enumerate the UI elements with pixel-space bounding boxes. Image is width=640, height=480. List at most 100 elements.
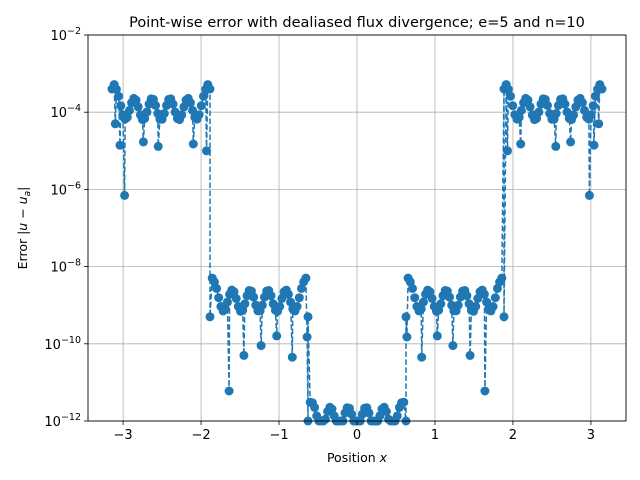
data-point — [159, 109, 169, 118]
data-point — [138, 137, 148, 147]
data-point — [453, 300, 463, 310]
data-point — [205, 312, 215, 322]
data-point — [488, 302, 498, 311]
data-point — [534, 107, 544, 117]
data-point — [490, 293, 500, 303]
data-point — [303, 312, 313, 322]
data-point — [294, 293, 304, 303]
data-point — [543, 100, 552, 110]
data-point — [584, 190, 594, 200]
data-point — [589, 140, 599, 150]
y-tick-label: 10−10 — [44, 335, 81, 353]
data-point — [571, 102, 581, 112]
data-point — [551, 109, 561, 118]
data-point — [110, 119, 120, 129]
data-point — [179, 102, 189, 112]
y-tick-label: 10−12 — [44, 412, 81, 430]
data-point — [287, 352, 297, 362]
data-point — [436, 299, 446, 309]
y-tick-label: 10−8 — [50, 258, 81, 276]
data-point — [503, 84, 513, 94]
data-point — [448, 341, 458, 351]
data-point — [590, 91, 600, 101]
data-point — [177, 110, 187, 120]
data-point — [580, 105, 589, 115]
data-point — [214, 293, 224, 303]
data-point — [188, 105, 198, 115]
x-tick-label: 1 — [431, 428, 439, 443]
data-point — [224, 386, 234, 396]
data-point — [239, 350, 249, 360]
data-point — [480, 386, 490, 396]
grid — [88, 34, 626, 422]
data-point — [416, 304, 426, 314]
data-point — [272, 331, 282, 341]
data-point — [202, 146, 211, 156]
y-tick-label: 10−2 — [50, 26, 81, 44]
data-point — [418, 297, 428, 307]
data-point — [120, 190, 130, 200]
data-point — [417, 352, 427, 362]
data-point — [508, 101, 518, 111]
x-tick-label: 3 — [587, 428, 595, 443]
data-point — [115, 140, 125, 150]
data-point — [212, 283, 222, 293]
data-point — [220, 304, 230, 314]
data-point — [256, 341, 266, 351]
data-point — [577, 98, 587, 108]
x-tick-label: −3 — [114, 428, 133, 443]
data-point — [133, 102, 143, 112]
data-point — [194, 110, 204, 120]
data-point — [114, 91, 124, 101]
data-point — [151, 100, 161, 110]
data-point — [153, 141, 163, 151]
data-point — [275, 302, 285, 311]
data-point — [410, 293, 420, 303]
data-point — [471, 302, 481, 311]
data-point — [286, 297, 296, 307]
data-point — [199, 91, 208, 101]
data-point — [116, 101, 126, 111]
data-point — [301, 273, 311, 283]
data-point — [427, 294, 437, 303]
data-point — [302, 332, 312, 342]
data-point — [310, 403, 320, 412]
data-point — [266, 291, 276, 301]
chart-title: Point-wise error with dealiased flux div… — [129, 15, 585, 31]
data-point — [131, 95, 141, 105]
data-point — [566, 137, 576, 147]
data-point — [497, 273, 507, 283]
data-point — [482, 297, 492, 307]
data-point — [506, 91, 515, 101]
data-point — [231, 294, 241, 303]
data-point — [205, 84, 215, 94]
data-point — [122, 112, 132, 122]
data-point — [168, 99, 178, 109]
data-point — [594, 119, 604, 129]
data-point — [392, 411, 402, 421]
data-point — [320, 414, 330, 424]
data-point — [560, 99, 570, 109]
data-point — [499, 312, 509, 322]
data-point — [364, 408, 374, 418]
data-point — [479, 289, 489, 299]
data-point — [432, 331, 442, 341]
axis-ticks: −3 −2 −1 0 1 2 3 10−12 10−10 10−8 10−6 10−4 10−2 — [44, 26, 595, 443]
x-tick-label: −1 — [269, 428, 288, 443]
data-point — [196, 101, 206, 111]
data-point — [381, 407, 391, 416]
data-point — [111, 84, 121, 94]
x-tick-label: 0 — [353, 428, 361, 443]
y-tick-label: 10−4 — [50, 103, 81, 121]
y-axis-label: Error |u − ua| — [15, 187, 33, 270]
data-point — [516, 139, 526, 149]
data-point — [588, 101, 598, 111]
data-point — [516, 105, 526, 115]
data-point — [503, 146, 512, 156]
data-point — [399, 397, 409, 407]
data-point — [462, 291, 472, 301]
data-point — [222, 297, 232, 307]
data-point — [465, 350, 475, 360]
data-point — [445, 292, 454, 302]
